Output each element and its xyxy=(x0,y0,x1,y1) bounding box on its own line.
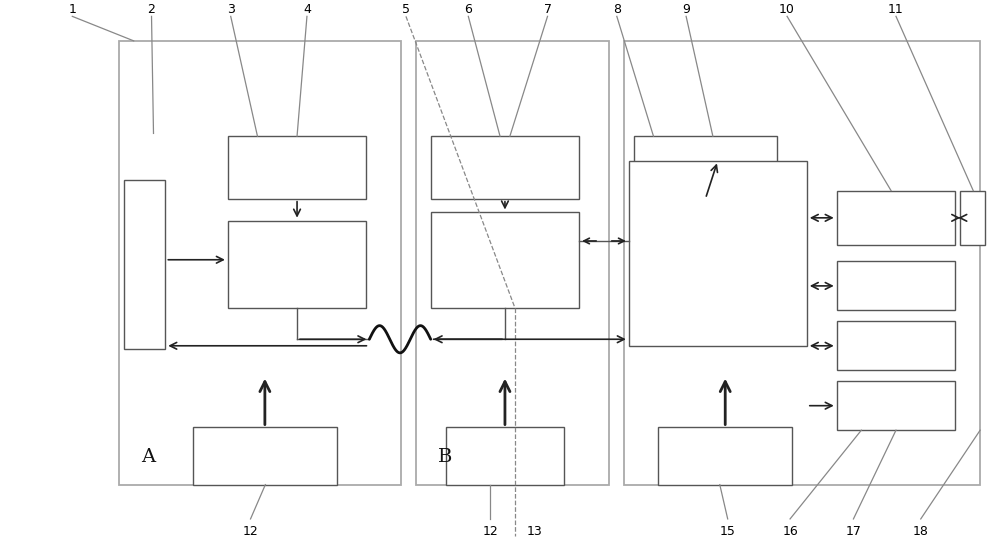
Bar xyxy=(837,321,955,370)
Bar xyxy=(837,381,955,430)
Bar xyxy=(837,191,955,245)
Text: 10: 10 xyxy=(779,3,795,16)
Bar xyxy=(124,180,165,349)
Bar xyxy=(634,136,777,199)
Text: 13: 13 xyxy=(527,525,543,538)
Bar xyxy=(119,41,401,485)
Text: 12: 12 xyxy=(482,525,498,538)
Bar xyxy=(431,212,579,307)
Text: 2: 2 xyxy=(148,3,155,16)
Bar xyxy=(629,161,807,346)
Bar xyxy=(431,136,579,199)
Text: B: B xyxy=(438,448,453,466)
Bar xyxy=(228,136,366,199)
Bar xyxy=(228,221,366,307)
Text: 4: 4 xyxy=(303,3,311,16)
Bar xyxy=(624,41,980,485)
Text: 7: 7 xyxy=(544,3,552,16)
Text: 1: 1 xyxy=(68,3,76,16)
Bar xyxy=(416,41,609,485)
Text: 18: 18 xyxy=(913,525,929,538)
Bar xyxy=(446,427,564,485)
Text: 15: 15 xyxy=(720,525,736,538)
Text: 17: 17 xyxy=(845,525,861,538)
Bar xyxy=(658,427,792,485)
Text: 3: 3 xyxy=(227,3,235,16)
Text: 12: 12 xyxy=(243,525,258,538)
Bar xyxy=(960,191,985,245)
Bar xyxy=(837,261,955,310)
Text: 9: 9 xyxy=(682,3,690,16)
Text: 16: 16 xyxy=(782,525,798,538)
Text: A: A xyxy=(141,448,156,466)
Text: 11: 11 xyxy=(888,3,904,16)
Text: 6: 6 xyxy=(464,3,472,16)
Text: 5: 5 xyxy=(402,3,410,16)
Bar xyxy=(193,427,337,485)
Text: 8: 8 xyxy=(613,3,621,16)
